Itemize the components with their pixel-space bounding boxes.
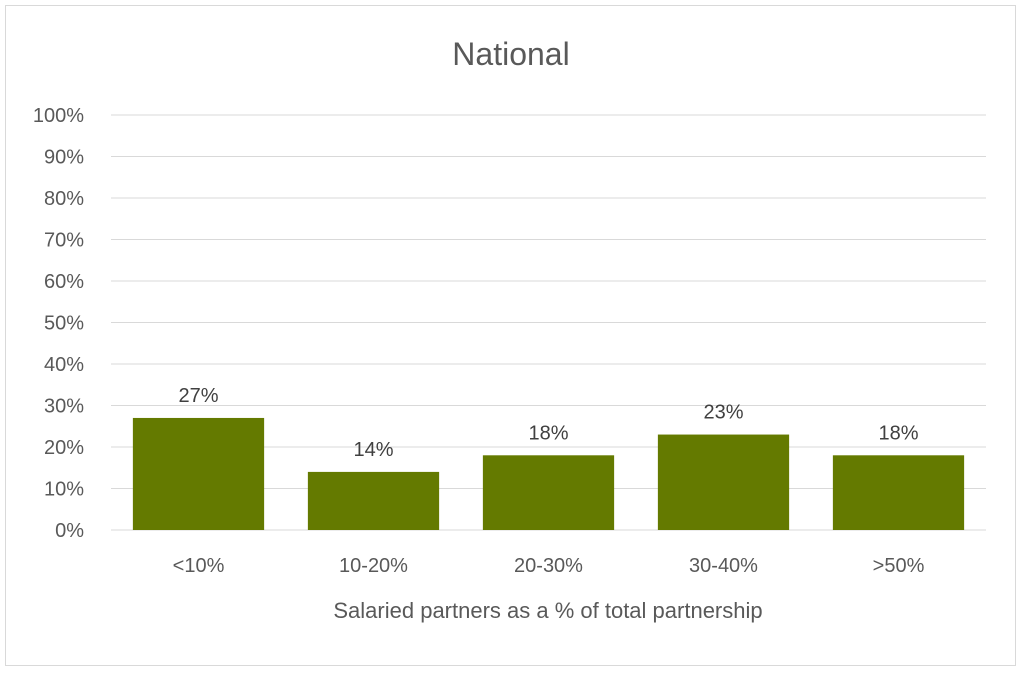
x-tick-label: >50% <box>873 555 925 577</box>
x-tick-label: <10% <box>173 555 225 577</box>
bar <box>657 434 790 530</box>
y-tick-label: 40% <box>44 354 84 376</box>
y-tick-label: 100% <box>33 105 84 127</box>
data-label: 18% <box>528 422 568 444</box>
data-label: 14% <box>353 439 393 461</box>
y-tick-label: 20% <box>44 437 84 459</box>
bar <box>307 471 440 530</box>
x-axis-label: Salaried partners as a % of total partne… <box>333 598 762 623</box>
bar <box>132 417 265 530</box>
y-tick-label: 70% <box>44 230 84 252</box>
y-tick-label: 50% <box>44 313 84 335</box>
bar <box>482 455 615 530</box>
bar <box>832 455 965 530</box>
y-axis-ticks: 0% 10% 20% 30% 40% 50% 60% 70% 80% 90% 100% <box>33 105 84 542</box>
y-tick-label: 30% <box>44 396 84 418</box>
y-tick-label: 80% <box>44 188 84 210</box>
y-tick-label: 90% <box>44 147 84 169</box>
y-tick-label: 10% <box>44 479 84 501</box>
data-labels: 27% 14% 18% 23% 18% <box>178 385 918 461</box>
y-tick-label: 0% <box>55 520 84 542</box>
data-label: 18% <box>878 422 918 444</box>
y-tick-label: 60% <box>44 271 84 293</box>
x-tick-label: 30-40% <box>689 555 758 577</box>
data-label: 27% <box>178 385 218 407</box>
chart-title: National <box>452 36 569 72</box>
x-tick-label: 10-20% <box>339 555 408 577</box>
x-axis-categories: <10% 10-20% 20-30% 30-40% >50% <box>173 555 925 577</box>
data-label: 23% <box>703 402 743 424</box>
x-tick-label: 20-30% <box>514 555 583 577</box>
bars <box>132 417 965 530</box>
